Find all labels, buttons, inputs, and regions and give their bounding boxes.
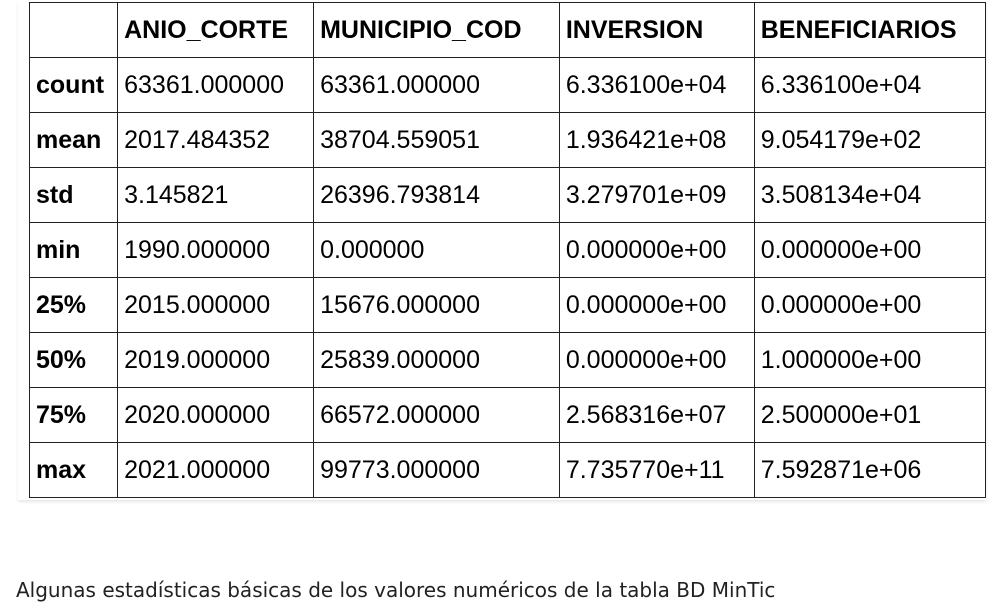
table-cell: 99773.000000: [313, 442, 560, 498]
row-label: count: [28, 57, 119, 113]
row-label: min: [28, 222, 119, 278]
table-cell: 0.000000e+00: [753, 222, 987, 278]
table-cell: 25839.000000: [313, 332, 560, 388]
header-row: ANIO_CORTE MUNICIPIO_COD INVERSION BENEF…: [28, 2, 987, 58]
table-cell: 9.054179e+02: [753, 112, 987, 168]
row-label: 75%: [28, 387, 119, 443]
header-inversion: INVERSION: [558, 2, 755, 58]
table-row: min 1990.000000 0.000000 0.000000e+00 0.…: [28, 222, 987, 278]
table-cell: 0.000000e+00: [558, 222, 755, 278]
table-row: count 63361.000000 63361.000000 6.336100…: [28, 57, 987, 113]
row-label: mean: [28, 112, 119, 168]
table-cell: 15676.000000: [313, 277, 560, 333]
table-cell: 2021.000000: [117, 442, 315, 498]
row-label: std: [28, 167, 119, 223]
header-corner-cell: [28, 2, 119, 58]
stats-table-image: ANIO_CORTE MUNICIPIO_COD INVERSION BENEF…: [18, 0, 987, 500]
table-cell: 0.000000e+00: [558, 332, 755, 388]
table-cell: 2020.000000: [117, 387, 315, 443]
table-cell: 2019.000000: [117, 332, 315, 388]
table-caption: Algunas estadísticas básicas de los valo…: [16, 578, 776, 602]
table-row: 25% 2015.000000 15676.000000 0.000000e+0…: [28, 277, 987, 333]
table-cell: 66572.000000: [313, 387, 560, 443]
table-row: std 3.145821 26396.793814 3.279701e+09 3…: [28, 167, 987, 223]
table-cell: 1.000000e+00: [753, 332, 987, 388]
table-cell: 1.936421e+08: [558, 112, 755, 168]
describe-table: ANIO_CORTE MUNICIPIO_COD INVERSION BENEF…: [28, 2, 987, 498]
table-cell: 7.592871e+06: [753, 442, 987, 498]
header-anio-corte: ANIO_CORTE: [117, 2, 315, 58]
table-row: max 2021.000000 99773.000000 7.735770e+1…: [28, 442, 987, 498]
row-label: 50%: [28, 332, 119, 388]
table-cell: 1990.000000: [117, 222, 315, 278]
table-cell: 7.735770e+11: [558, 442, 755, 498]
table-cell: 2017.484352: [117, 112, 315, 168]
table-cell: 38704.559051: [313, 112, 560, 168]
table-cell: 26396.793814: [313, 167, 560, 223]
table-cell: 3.145821: [117, 167, 315, 223]
table-cell: 2.500000e+01: [753, 387, 987, 443]
table-cell: 3.508134e+04: [753, 167, 987, 223]
table-cell: 63361.000000: [117, 57, 315, 113]
table-cell: 63361.000000: [313, 57, 560, 113]
row-label: max: [28, 442, 119, 498]
table-cell: 0.000000: [313, 222, 560, 278]
row-label: 25%: [28, 277, 119, 333]
table-cell: 0.000000e+00: [558, 277, 755, 333]
table-cell: 0.000000e+00: [753, 277, 987, 333]
table-cell: 3.279701e+09: [558, 167, 755, 223]
table-row: mean 2017.484352 38704.559051 1.936421e+…: [28, 112, 987, 168]
header-beneficiarios: BENEFICIARIOS: [753, 2, 987, 58]
table-row: 50% 2019.000000 25839.000000 0.000000e+0…: [28, 332, 987, 388]
table-cell: 2.568316e+07: [558, 387, 755, 443]
table-cell: 2015.000000: [117, 277, 315, 333]
table-cell: 6.336100e+04: [753, 57, 987, 113]
table-cell: 6.336100e+04: [558, 57, 755, 113]
header-municipio-cod: MUNICIPIO_COD: [313, 2, 560, 58]
table-row: 75% 2020.000000 66572.000000 2.568316e+0…: [28, 387, 987, 443]
